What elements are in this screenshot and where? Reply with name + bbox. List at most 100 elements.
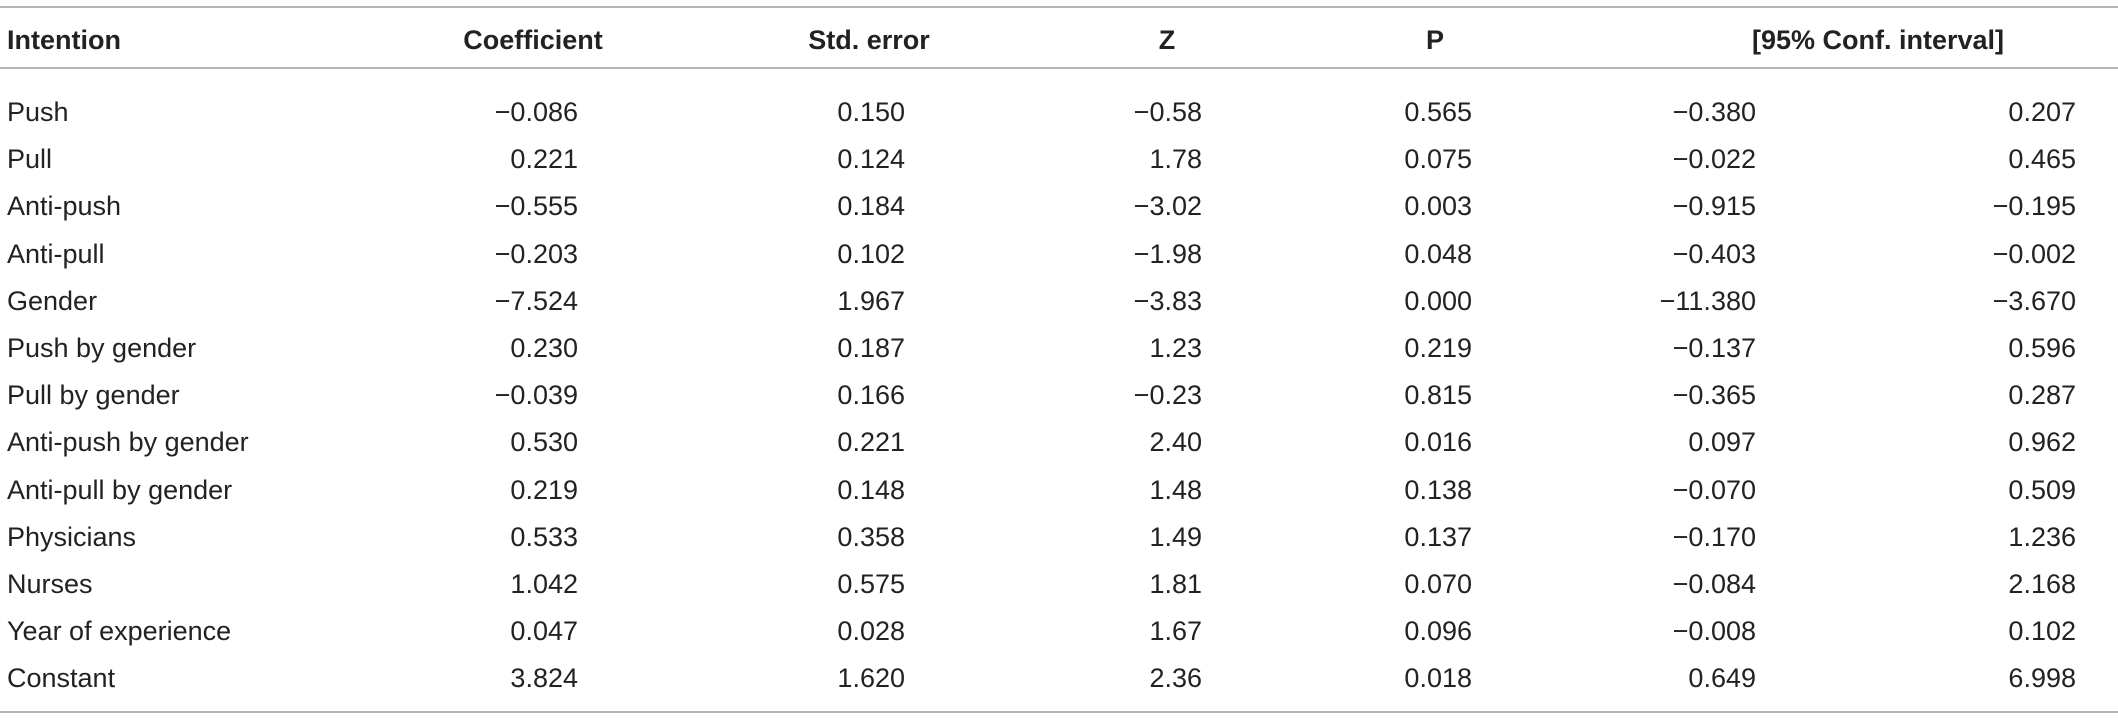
header-cell: P	[1425, 25, 1445, 55]
value-cell: 1.48	[1149, 474, 1202, 505]
value-cell: −0.070	[1672, 474, 1756, 505]
value-cell: −0.203	[494, 238, 578, 269]
value-cell: 0.028	[837, 616, 905, 647]
value-cell: −3.670	[1992, 285, 2076, 316]
value-cell: −0.555	[494, 191, 578, 222]
value-cell: 0.075	[1404, 144, 1472, 175]
value-cell: −3.02	[1133, 191, 1202, 222]
value-cell: 1.042	[510, 569, 578, 599]
value-cell: −0.008	[1672, 616, 1756, 647]
value-cell: 0.048	[1404, 238, 1472, 269]
value-cell: 0.102	[2008, 616, 2076, 647]
value-cell: 0.221	[510, 144, 578, 175]
value-cell: 2.36	[1149, 663, 1202, 694]
value-cell: 0.815	[1404, 380, 1472, 411]
value-cell: 1.49	[1149, 521, 1202, 552]
value-cell: −11.380	[1659, 285, 1756, 316]
value-cell: −0.23	[1133, 380, 1202, 411]
header-cell: Z	[1158, 25, 1176, 55]
value-cell: 0.097	[1688, 427, 1756, 458]
value-cell: 1.236	[2008, 521, 2076, 552]
bottom-rule	[0, 711, 2118, 713]
value-cell: 0.000	[1404, 285, 1472, 316]
value-cell: 0.047	[510, 616, 578, 647]
value-cell: −0.380	[1672, 97, 1756, 127]
value-cell: 0.219	[510, 474, 578, 505]
row-label: Anti-push	[7, 191, 122, 222]
header-cell: [95% Conf. interval]	[1751, 25, 2005, 55]
value-cell: −0.084	[1672, 569, 1756, 599]
value-cell: 0.137	[1404, 521, 1472, 552]
value-cell: 2.40	[1149, 427, 1202, 458]
value-cell: −0.086	[494, 97, 578, 127]
value-cell: −0.039	[494, 380, 578, 411]
value-cell: 0.016	[1404, 427, 1472, 458]
value-cell: 1.620	[837, 663, 905, 694]
value-cell: 1.81	[1149, 569, 1202, 599]
value-cell: 1.78	[1149, 144, 1202, 175]
header-rule	[0, 67, 2118, 69]
row-label: Gender	[7, 285, 98, 316]
value-cell: 0.102	[837, 238, 905, 269]
value-cell: 0.150	[837, 97, 905, 127]
value-cell: 0.138	[1404, 474, 1472, 505]
value-cell: 0.018	[1404, 663, 1472, 694]
value-cell: −0.022	[1672, 144, 1756, 175]
value-cell: 0.287	[2008, 380, 2076, 411]
value-cell: 1.967	[837, 285, 905, 316]
row-label: Constant	[7, 663, 116, 694]
value-cell: 0.465	[2008, 144, 2076, 175]
value-cell: 2.168	[2008, 569, 2076, 599]
value-cell: −0.002	[1992, 238, 2076, 269]
value-cell: −0.195	[1992, 191, 2076, 222]
value-cell: −0.137	[1672, 333, 1756, 363]
row-label: Pull	[7, 144, 53, 175]
value-cell: 0.187	[837, 333, 905, 363]
header-cell: Intention	[7, 25, 121, 55]
value-cell: −0.58	[1133, 97, 1202, 127]
header-cell: Std. error	[808, 25, 930, 55]
value-cell: −0.365	[1672, 380, 1756, 411]
value-cell: 0.096	[1404, 616, 1472, 647]
value-cell: 6.998	[2008, 663, 2076, 694]
value-cell: 0.962	[2008, 427, 2076, 458]
row-label: Anti-push by gender	[7, 427, 249, 458]
value-cell: 0.003	[1404, 191, 1472, 222]
top-rule	[0, 6, 2118, 8]
value-cell: 0.230	[510, 333, 578, 363]
value-cell: 0.530	[510, 427, 578, 458]
value-cell: 3.824	[510, 663, 578, 694]
header-cell: Coefficient	[463, 25, 603, 55]
value-cell: −3.83	[1133, 285, 1202, 316]
value-cell: −1.98	[1133, 238, 1202, 269]
row-label: Anti-pull	[7, 238, 105, 269]
value-cell: −0.403	[1672, 238, 1756, 269]
value-cell: −0.915	[1672, 191, 1756, 222]
row-label: Physicians	[7, 521, 137, 552]
row-label: Anti-pull by gender	[7, 474, 233, 505]
value-cell: 0.649	[1688, 663, 1756, 694]
value-cell: 0.166	[837, 380, 905, 411]
value-cell: 0.358	[837, 521, 905, 552]
row-label: Push	[7, 97, 69, 127]
value-cell: −0.170	[1672, 521, 1756, 552]
value-cell: 0.509	[2008, 474, 2076, 505]
row-label: Push by gender	[7, 333, 197, 363]
value-cell: 0.221	[837, 427, 905, 458]
value-cell: 0.533	[510, 521, 578, 552]
value-cell: 1.23	[1149, 333, 1202, 363]
row-label: Year of experience	[7, 616, 232, 647]
value-cell: 0.184	[837, 191, 905, 222]
value-cell: 0.070	[1404, 569, 1472, 599]
value-cell: 0.148	[837, 474, 905, 505]
value-cell: 0.575	[837, 569, 905, 599]
value-cell: 0.207	[2008, 97, 2076, 127]
value-cell: 0.596	[2008, 333, 2076, 363]
row-label: Pull by gender	[7, 380, 180, 411]
value-cell: 0.219	[1404, 333, 1472, 363]
row-label: Nurses	[7, 569, 93, 599]
value-cell: 0.124	[837, 144, 905, 175]
value-cell: −7.524	[494, 285, 578, 316]
value-cell: 1.67	[1149, 616, 1202, 647]
